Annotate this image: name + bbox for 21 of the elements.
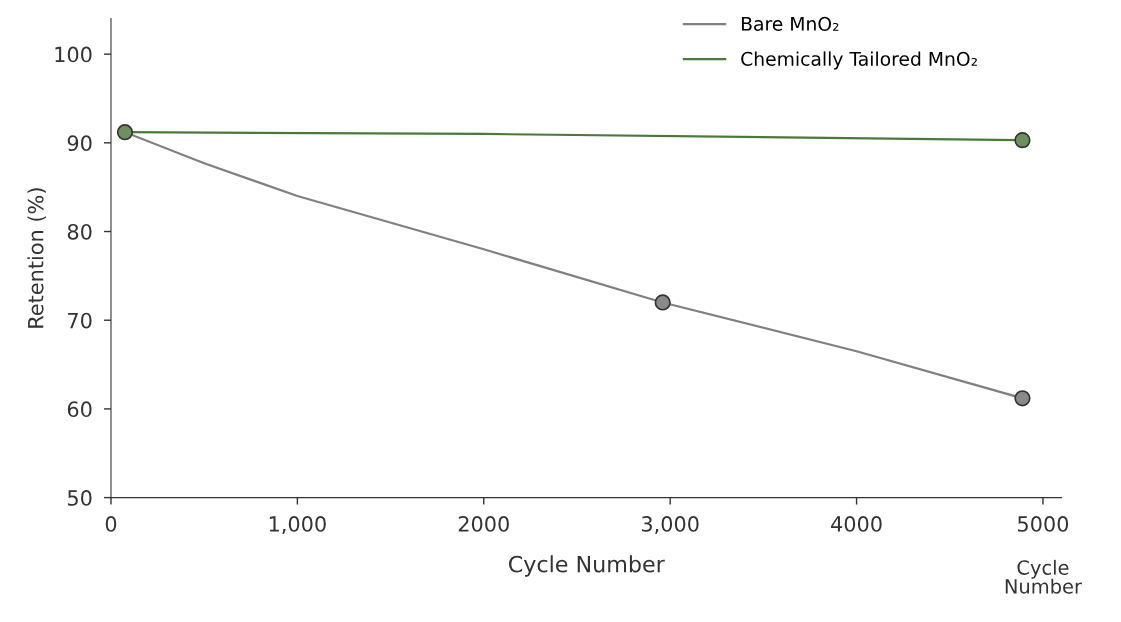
y-tick-label: 50 xyxy=(68,490,92,506)
x-tick-label: 3,000 xyxy=(641,516,699,534)
y-tick-label: 60 xyxy=(67,401,92,418)
text: Cycle Number xyxy=(1005,559,1082,594)
x-tick-label: 5000 xyxy=(1018,516,1069,532)
x-tick-label: 0 xyxy=(105,516,117,532)
point xyxy=(654,294,671,311)
y-axis-title: Retention (%) xyxy=(27,188,47,328)
x-tick-label: 4000 xyxy=(831,516,882,532)
y-tick-label: 80 xyxy=(67,223,92,240)
y-tick-label: 70 xyxy=(68,312,92,329)
x-axis-title: Cycle Number xyxy=(508,555,665,577)
point xyxy=(1014,132,1031,149)
x-tick-label: 2000 xyxy=(458,516,509,532)
legend-label: Chemically Tailored MnO₂ xyxy=(741,51,977,70)
y-tick-label: 100 xyxy=(55,46,92,63)
y-tick-label: 90 xyxy=(67,135,92,152)
legend-label: Bare MnO₂ xyxy=(741,16,839,31)
point xyxy=(1014,390,1031,407)
x-tick-label: 1,000 xyxy=(269,516,326,534)
point xyxy=(116,124,134,141)
